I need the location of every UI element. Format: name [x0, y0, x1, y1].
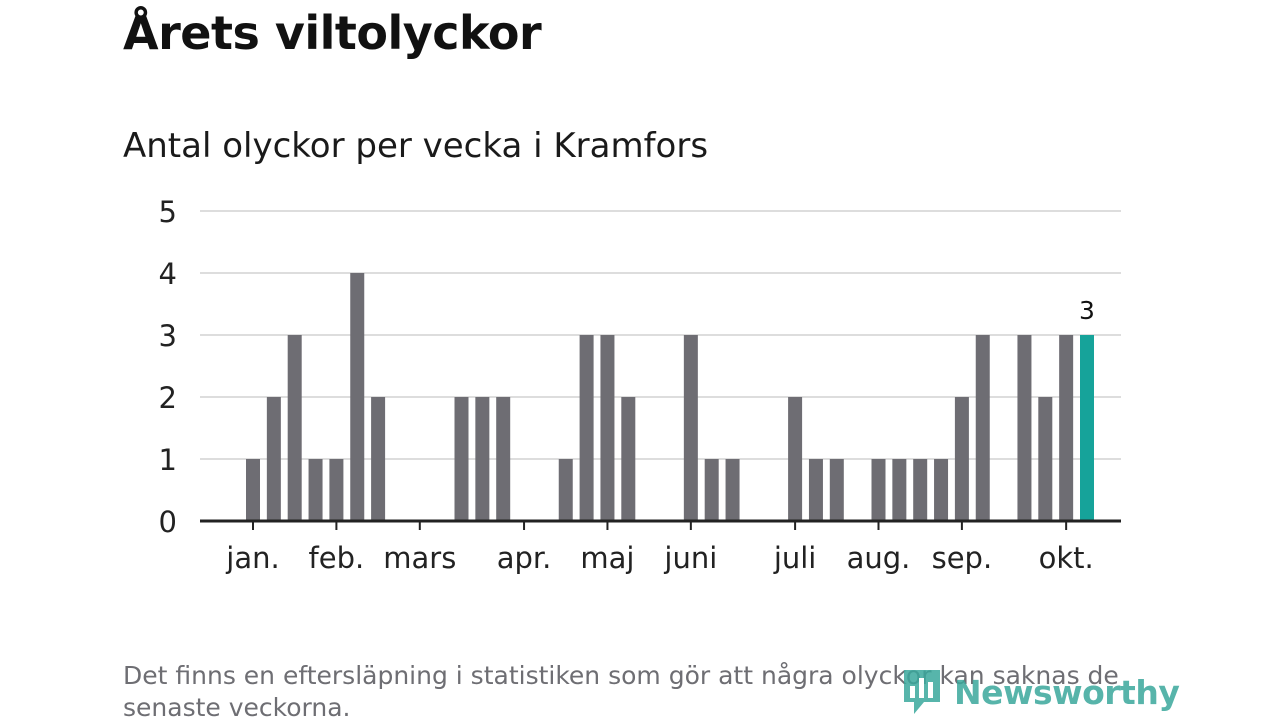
- newsworthy-logo: Newsworthy: [900, 664, 1180, 720]
- bar: [621, 397, 636, 521]
- logo-text: Newsworthy: [954, 672, 1180, 712]
- newsworthy-logo-icon: [904, 670, 940, 714]
- x-tick-label: juni: [663, 541, 717, 575]
- bar: [683, 335, 698, 521]
- x-tick-label: okt.: [1039, 541, 1094, 575]
- bar: [454, 397, 469, 521]
- bar: [475, 397, 490, 521]
- bar: [934, 459, 949, 521]
- x-tick-label: aug.: [847, 541, 911, 575]
- bar: [558, 459, 573, 521]
- y-tick-label: 2: [159, 381, 177, 415]
- x-tick-label: mars: [383, 541, 456, 575]
- x-tick-label: juli: [773, 541, 817, 575]
- x-tick-label: sep.: [932, 541, 993, 575]
- y-tick-label: 1: [159, 443, 177, 477]
- y-tick-label: 0: [159, 505, 177, 539]
- bar: [246, 459, 260, 521]
- y-tick-label: 4: [159, 257, 177, 291]
- bar: [871, 459, 886, 521]
- x-tick-label: jan.: [225, 541, 279, 575]
- bar: [496, 397, 511, 521]
- chart-title: Årets viltolyckor: [123, 6, 542, 60]
- highlight-data-label: 3: [1079, 296, 1095, 325]
- bar: [892, 459, 907, 521]
- chart-subtitle: Antal olyckor per vecka i Kramfors: [123, 126, 709, 166]
- bar: [1038, 397, 1053, 521]
- highlight-bar: [1080, 335, 1094, 521]
- x-tick-label: apr.: [497, 541, 552, 575]
- bar: [975, 335, 990, 521]
- bar: [788, 397, 803, 521]
- bar: [371, 397, 386, 521]
- bar: [308, 459, 323, 521]
- bar: [829, 459, 844, 521]
- bar: [954, 397, 969, 521]
- x-tick-label: maj: [580, 541, 634, 575]
- bar: [725, 459, 740, 521]
- y-tick-label: 3: [159, 319, 177, 353]
- bar: [350, 273, 365, 521]
- bar: [808, 459, 823, 521]
- x-tick-label: feb.: [309, 541, 365, 575]
- bar: [600, 335, 615, 521]
- bar: [329, 459, 344, 521]
- y-tick-label: 5: [159, 195, 177, 229]
- bar: [579, 335, 594, 521]
- bar-chart: 0 1 2 3 4 5 3 jan. feb. mars apr. maj juni juli aug. se…: [159, 195, 1121, 575]
- bar: [1017, 335, 1032, 521]
- bar: [266, 397, 281, 521]
- bar: [287, 335, 302, 521]
- footnote: Det finns en eftersläpning i statistiken…: [123, 661, 1119, 722]
- bar: [913, 459, 928, 521]
- bar: [704, 459, 719, 521]
- bar: [1059, 335, 1074, 521]
